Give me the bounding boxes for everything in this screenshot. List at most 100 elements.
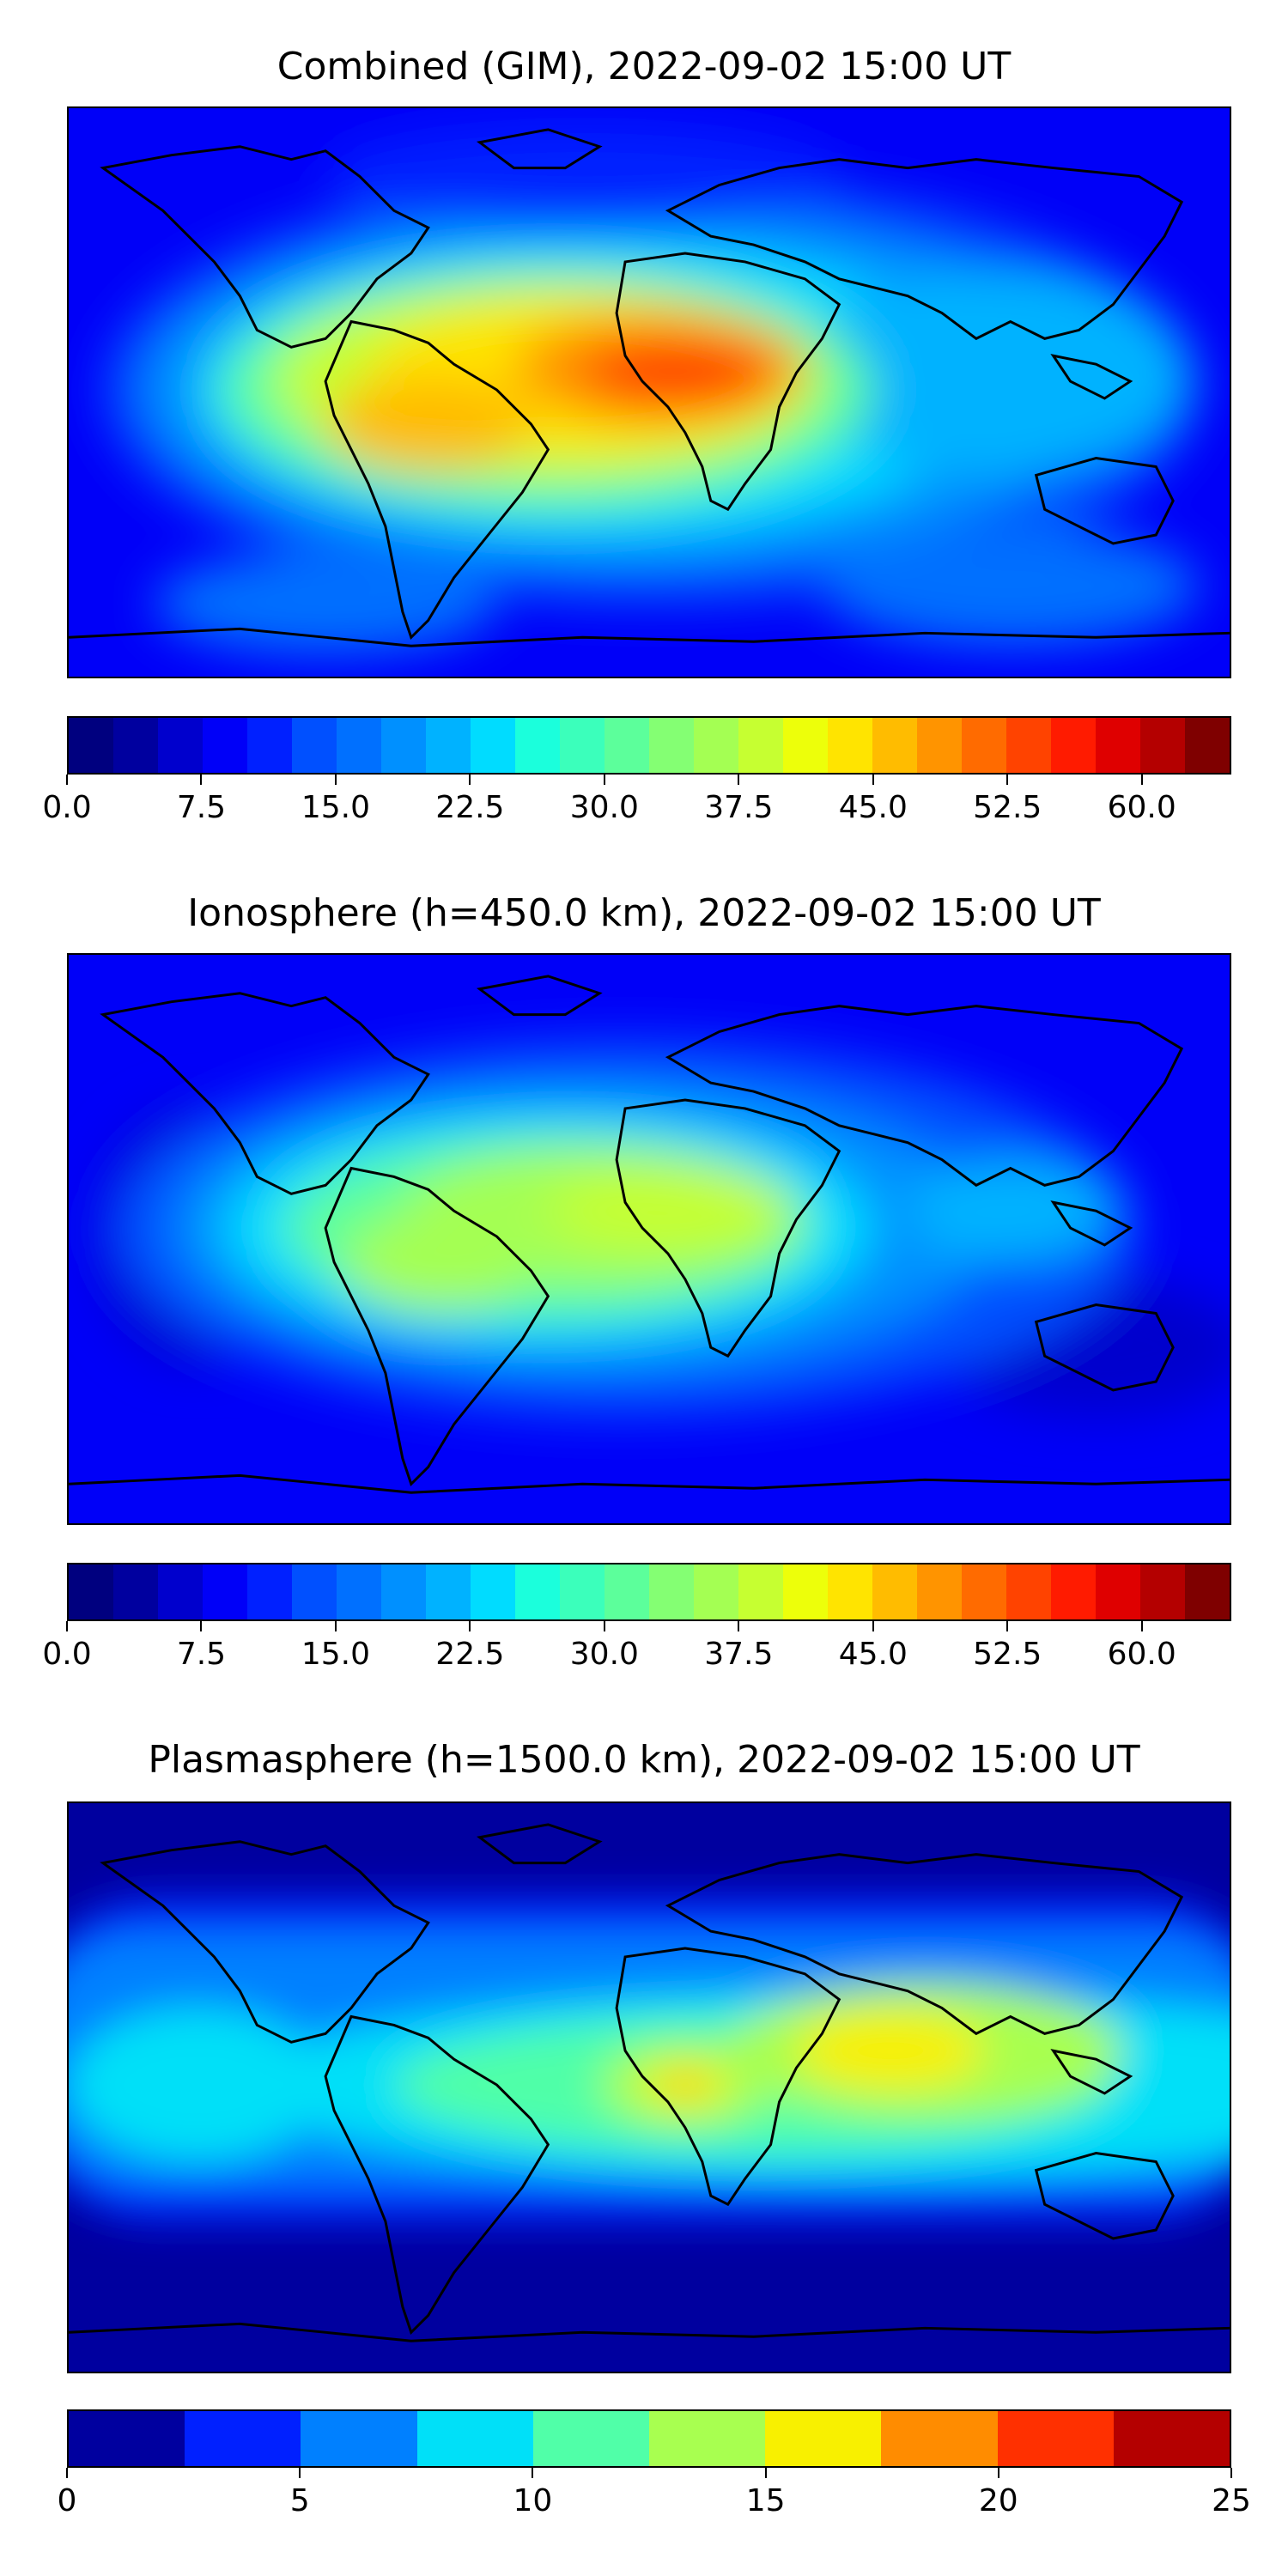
colorbar-tick-mark — [1006, 1621, 1009, 1631]
heatmap-ionosphere — [69, 955, 1230, 1523]
colorbar-segment — [113, 718, 158, 773]
colorbar-tick-label: 5 — [289, 2483, 310, 2518]
colorbar-tick-mark — [1006, 775, 1009, 785]
colorbar-segment — [962, 1564, 1006, 1619]
colorbar-segment — [113, 1564, 158, 1619]
colorbar-segment — [765, 2411, 882, 2466]
colorbar-segment — [694, 1564, 738, 1619]
heatmap-combined — [69, 108, 1230, 677]
colorbar-segment — [881, 2411, 998, 2466]
colorbar-ticks: 0.0 7.5 15.0 22.5 30.0 37.5 45.0 52.5 60.0 — [42, 1621, 1231, 1673]
map-plasmasphere — [67, 1801, 1231, 2373]
colorbar-segment — [738, 718, 783, 773]
colorbar-tick-mark — [334, 1621, 337, 1631]
colorbar-segment — [426, 718, 471, 773]
colorbar-tick-mark — [872, 1621, 874, 1631]
coastlines — [69, 1823, 1230, 2342]
colorbar-segment — [560, 718, 605, 773]
colorbar-segment — [69, 1564, 113, 1619]
colorbar-segment — [1096, 718, 1140, 773]
colorbar-segment — [872, 1564, 917, 1619]
colorbar — [67, 1563, 1231, 1621]
coastlines — [69, 128, 1230, 647]
colorbar-segment — [471, 1564, 515, 1619]
colorbar-tick-mark — [334, 775, 337, 785]
colorbar-segment — [203, 1564, 247, 1619]
colorbar-tick-mark — [603, 1621, 605, 1631]
colorbar-tick-mark — [532, 2468, 534, 2478]
colorbar-segment — [301, 2411, 417, 2466]
colorbar-segment — [783, 718, 828, 773]
colorbar-tick-mark — [200, 775, 203, 785]
colorbar-segment — [649, 718, 694, 773]
colorbar-segment — [381, 1564, 426, 1619]
colorbar-segment — [158, 1564, 203, 1619]
colorbar-tick-label: 0.0 — [42, 790, 92, 825]
colorbar-segment — [381, 718, 426, 773]
colorbar-tick-mark — [1140, 1621, 1143, 1631]
colorbar-tick-label: 30.0 — [569, 1637, 639, 1672]
colorbar-tick-mark — [764, 2468, 767, 2478]
map-combined — [67, 106, 1231, 678]
colorbar-tick-mark — [66, 2468, 68, 2478]
colorbar-ticks: 0.0 7.5 15.0 22.5 30.0 37.5 45.0 52.5 60.0 — [42, 775, 1231, 826]
colorbar-tick-mark — [738, 775, 740, 785]
colorbar-tick-label: 7.5 — [176, 1637, 227, 1672]
colorbar-segment — [1006, 1564, 1051, 1619]
colorbar-tick-label: 37.5 — [704, 790, 774, 825]
colorbar-tick-label: 22.5 — [435, 1637, 505, 1672]
colorbar-segment — [292, 1564, 337, 1619]
colorbar-tick-label: 22.5 — [435, 790, 505, 825]
colorbar-tick-mark — [66, 1621, 68, 1631]
colorbar-tick-mark — [469, 775, 471, 785]
colorbar-segment — [292, 718, 337, 773]
colorbar-tick-label: 60.0 — [1107, 790, 1176, 825]
colorbar-tick-label: 25 — [1212, 2483, 1251, 2518]
colorbar-segment — [69, 2411, 185, 2466]
colorbar-tick-mark — [872, 775, 874, 785]
colorbar-segment — [426, 1564, 471, 1619]
colorbar-tick-mark — [299, 2468, 301, 2478]
colorbar-tick-label: 10 — [513, 2483, 553, 2518]
colorbar-tick-label: 15.0 — [301, 790, 370, 825]
colorbar-tick-mark — [66, 775, 68, 785]
colorbar — [67, 2409, 1231, 2468]
colorbar-segment — [1113, 2411, 1230, 2466]
colorbar-tick-label: 0 — [57, 2483, 77, 2518]
colorbar-segment — [917, 718, 962, 773]
colorbar-segment — [69, 718, 113, 773]
colorbar-segment — [828, 718, 872, 773]
colorbar-tick-label: 15 — [745, 2483, 786, 2518]
colorbar-tick-label: 45.0 — [838, 1637, 908, 1672]
colorbar-tick-mark — [603, 775, 605, 785]
colorbar-segment — [1185, 718, 1230, 773]
chart-title: Ionosphere (h=450.0 km), 2022-09-02 15:0… — [187, 891, 1101, 935]
colorbar-segment — [828, 1564, 872, 1619]
map-ionosphere — [67, 953, 1231, 1525]
colorbar-tick-label: 15.0 — [301, 1637, 370, 1672]
colorbar-segment — [738, 1564, 783, 1619]
colorbar-segment — [1185, 1564, 1230, 1619]
colorbar-segment — [694, 718, 738, 773]
colorbar-segment — [917, 1564, 962, 1619]
coastlines — [69, 975, 1230, 1494]
colorbar — [67, 716, 1231, 775]
colorbar-tick-mark — [738, 1621, 740, 1631]
colorbar-segment — [1140, 1564, 1185, 1619]
colorbar-segment — [185, 2411, 301, 2466]
heatmap-plasmasphere — [69, 1803, 1230, 2372]
colorbar-segment — [560, 1564, 605, 1619]
colorbar-tick-label: 0.0 — [42, 1637, 92, 1672]
colorbar-tick-mark — [997, 2468, 999, 2478]
colorbar-tick-label: 45.0 — [838, 790, 908, 825]
colorbar-segment — [158, 718, 203, 773]
colorbar-segment — [337, 1564, 381, 1619]
colorbar-tick-label: 37.5 — [704, 1637, 774, 1672]
colorbar-segment — [1051, 1564, 1096, 1619]
colorbar-tick-label: 52.5 — [973, 790, 1042, 825]
colorbar-segment — [247, 1564, 292, 1619]
colorbar-segment — [649, 1564, 694, 1619]
colorbar-segment — [997, 2411, 1114, 2466]
colorbar-tick-label: 60.0 — [1107, 1637, 1176, 1672]
colorbar-tick-mark — [469, 1621, 471, 1631]
